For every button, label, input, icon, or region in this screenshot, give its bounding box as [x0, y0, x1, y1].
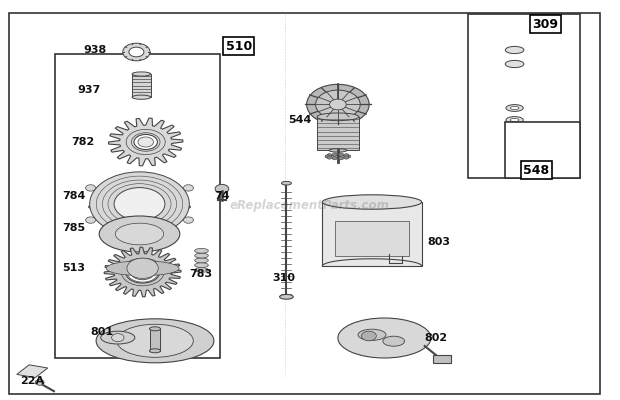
- Ellipse shape: [510, 118, 519, 122]
- Bar: [317, 117, 359, 150]
- Circle shape: [344, 154, 349, 157]
- Text: 74: 74: [214, 191, 229, 201]
- Circle shape: [86, 185, 95, 191]
- Ellipse shape: [117, 324, 193, 357]
- Text: 783: 783: [189, 269, 212, 279]
- Polygon shape: [104, 247, 181, 297]
- Circle shape: [327, 154, 332, 157]
- Circle shape: [215, 184, 229, 193]
- Text: 309: 309: [533, 18, 559, 30]
- Bar: [150, 329, 160, 351]
- Polygon shape: [108, 118, 183, 166]
- Text: 937: 937: [78, 85, 100, 95]
- Ellipse shape: [506, 117, 523, 123]
- Ellipse shape: [338, 318, 431, 358]
- Ellipse shape: [281, 181, 291, 185]
- Circle shape: [325, 155, 330, 158]
- Ellipse shape: [132, 72, 151, 76]
- Circle shape: [346, 155, 351, 158]
- Bar: [55, 54, 220, 358]
- Ellipse shape: [195, 248, 208, 253]
- Circle shape: [184, 185, 193, 191]
- Ellipse shape: [195, 263, 208, 268]
- Text: 310: 310: [273, 273, 296, 283]
- Ellipse shape: [510, 106, 519, 110]
- Ellipse shape: [280, 294, 293, 299]
- Ellipse shape: [329, 149, 347, 152]
- Ellipse shape: [330, 155, 345, 158]
- Ellipse shape: [96, 319, 214, 363]
- Ellipse shape: [100, 331, 135, 344]
- Ellipse shape: [149, 349, 161, 353]
- Text: 784: 784: [62, 191, 86, 201]
- Bar: [505, 122, 580, 178]
- Text: 803: 803: [428, 237, 451, 247]
- Circle shape: [131, 264, 154, 280]
- Bar: [322, 202, 422, 266]
- Circle shape: [327, 156, 332, 159]
- Polygon shape: [17, 365, 48, 378]
- Ellipse shape: [506, 105, 523, 111]
- Ellipse shape: [317, 113, 359, 121]
- Text: 782: 782: [71, 137, 94, 147]
- Ellipse shape: [505, 60, 524, 68]
- Circle shape: [127, 258, 158, 278]
- Ellipse shape: [132, 95, 151, 99]
- Circle shape: [332, 157, 337, 160]
- Circle shape: [123, 43, 150, 61]
- Ellipse shape: [89, 201, 190, 213]
- Circle shape: [330, 99, 346, 110]
- Ellipse shape: [195, 268, 208, 272]
- Ellipse shape: [106, 261, 179, 276]
- Circle shape: [339, 153, 343, 156]
- Ellipse shape: [195, 253, 208, 258]
- Circle shape: [332, 153, 337, 156]
- Text: 801: 801: [90, 327, 113, 337]
- Circle shape: [135, 267, 150, 277]
- Circle shape: [114, 188, 165, 220]
- Ellipse shape: [195, 258, 208, 263]
- Text: 785: 785: [62, 223, 85, 233]
- Text: 513: 513: [62, 263, 85, 273]
- Text: 548: 548: [523, 164, 549, 176]
- Circle shape: [86, 217, 95, 223]
- Bar: [468, 14, 580, 178]
- Circle shape: [138, 137, 154, 147]
- Bar: [335, 221, 409, 256]
- Circle shape: [129, 47, 144, 57]
- Ellipse shape: [115, 223, 164, 245]
- Ellipse shape: [149, 327, 161, 331]
- Text: 544: 544: [288, 115, 312, 125]
- Circle shape: [361, 331, 376, 341]
- Text: 510: 510: [226, 40, 252, 52]
- Ellipse shape: [505, 46, 524, 54]
- Text: 938: 938: [84, 45, 107, 55]
- Text: eReplacementParts.com: eReplacementParts.com: [230, 200, 390, 212]
- Circle shape: [307, 84, 369, 125]
- Ellipse shape: [322, 195, 422, 209]
- Circle shape: [344, 156, 349, 159]
- Ellipse shape: [99, 216, 180, 252]
- Text: 802: 802: [425, 333, 448, 343]
- Circle shape: [90, 172, 189, 236]
- Circle shape: [184, 217, 193, 223]
- Ellipse shape: [383, 336, 404, 346]
- Bar: [433, 355, 451, 363]
- Bar: [132, 74, 151, 97]
- Circle shape: [339, 157, 343, 160]
- Text: 22A: 22A: [20, 376, 44, 386]
- Ellipse shape: [358, 329, 386, 340]
- Circle shape: [134, 134, 157, 150]
- Circle shape: [35, 380, 44, 385]
- Circle shape: [125, 261, 160, 283]
- Circle shape: [112, 334, 124, 342]
- Circle shape: [316, 90, 360, 119]
